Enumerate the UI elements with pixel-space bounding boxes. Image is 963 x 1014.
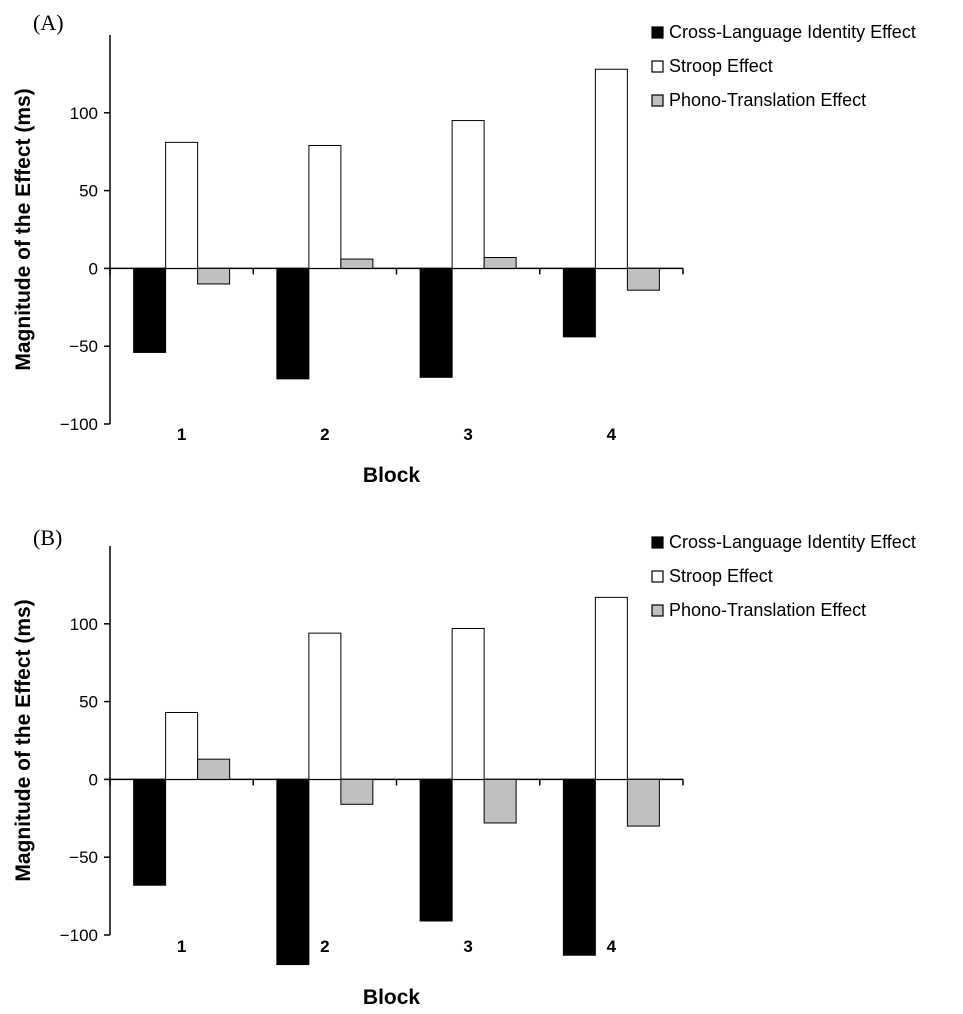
panel-1-y-tick-label: −100 xyxy=(60,415,98,434)
panel-1-bar-block-2-series-1 xyxy=(276,267,310,380)
panel-2-bar-block-2-series-3 xyxy=(340,778,374,805)
panel-2-legend-swatch-1 xyxy=(651,536,664,549)
panel-1-category-label: 3 xyxy=(463,425,472,444)
panel-2-bar-block-2-series-1 xyxy=(276,778,310,966)
panel-1-legend-label-1: Cross-Language Identity Effect xyxy=(669,22,916,42)
panel-2-bar-block-1-series-2 xyxy=(165,711,199,780)
panel-1-y-tick-label: −50 xyxy=(69,337,98,356)
panel-1-y-tick-label: 100 xyxy=(70,104,98,123)
panel-2-legend-label-2: Stroop Effect xyxy=(669,566,773,586)
panel-2-category-label: 1 xyxy=(177,937,186,956)
panel-1-x-axis-title: Block xyxy=(363,464,421,487)
panel-2-bar-block-1-series-1 xyxy=(133,778,167,886)
panel-1-bar-block-3-series-2 xyxy=(451,120,485,269)
panel-1-bar-block-4-series-3 xyxy=(626,267,660,291)
panel-1-bar-block-3-series-1 xyxy=(419,267,453,378)
panel-2-y-tick-label: −50 xyxy=(69,848,98,867)
panel-1-category-label: 2 xyxy=(320,425,329,444)
panel-1-bar-block-1-series-2 xyxy=(165,141,199,269)
panel-1-y-tick-label: 0 xyxy=(89,259,98,278)
panel-2-y-tick-label: −100 xyxy=(60,926,98,945)
panel-1-y-axis-title: Magnitude of the Effect (ms) xyxy=(12,88,35,370)
panel-1-bar-block-3-series-3 xyxy=(483,257,517,269)
panel-2-legend-swatch-2 xyxy=(651,570,664,583)
panel-2-legend-swatch-3 xyxy=(651,604,664,617)
panel-1-panel-label: (A) xyxy=(33,10,64,35)
panel-1-bar-block-4-series-1 xyxy=(562,267,596,338)
panel-2-bar-block-2-series-2 xyxy=(308,632,342,780)
panel-2-category-label: 3 xyxy=(463,937,472,956)
panel-2-bar-block-3-series-3 xyxy=(483,778,517,824)
panel-1-y-tick-label: 50 xyxy=(79,182,98,201)
panel-1-category-label: 1 xyxy=(177,425,186,444)
panel-2-category-label: 4 xyxy=(607,937,617,956)
panel-1-legend-swatch-3 xyxy=(651,94,664,107)
panel-2-bar-block-4-series-3 xyxy=(626,778,660,827)
panel-1-legend-label-3: Phono-Translation Effect xyxy=(669,90,866,110)
panel-2-y-tick-label: 100 xyxy=(70,615,98,634)
panel-2-bar-block-4-series-2 xyxy=(594,596,628,780)
panel-2-category-label: 2 xyxy=(320,937,329,956)
panel-1-bar-block-2-series-3 xyxy=(340,258,374,269)
panel-2-legend-label-3: Phono-Translation Effect xyxy=(669,600,866,620)
panel-1-legend-swatch-2 xyxy=(651,60,664,73)
panel-1-legend-swatch-1 xyxy=(651,26,664,39)
panel-1-bar-block-2-series-2 xyxy=(308,144,342,269)
panel-2-x-axis-title: Block xyxy=(363,986,421,1009)
panel-2-bar-block-4-series-1 xyxy=(562,778,596,956)
panel-2-bar-block-3-series-2 xyxy=(451,627,485,780)
panel-2-y-tick-label: 50 xyxy=(79,693,98,712)
panel-2-y-tick-label: 0 xyxy=(89,770,98,789)
panel-2-panel-label: (B) xyxy=(33,525,62,550)
panel-1-bar-block-4-series-2 xyxy=(594,68,628,269)
panel-1-legend-label-2: Stroop Effect xyxy=(669,56,773,76)
panel-2-legend-label-1: Cross-Language Identity Effect xyxy=(669,532,916,552)
panel-1-category-label: 4 xyxy=(607,425,617,444)
panel-1-bar-block-1-series-3 xyxy=(197,267,231,285)
panel-1-bar-block-1-series-1 xyxy=(133,267,167,353)
panel-2-bar-block-1-series-3 xyxy=(197,758,231,780)
panel-2-bar-block-3-series-1 xyxy=(419,778,453,922)
panel-2-y-axis-title: Magnitude of the Effect (ms) xyxy=(12,599,35,881)
